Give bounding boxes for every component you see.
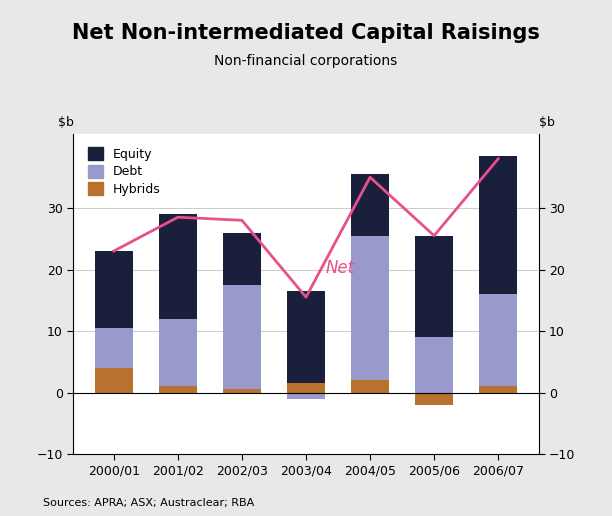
Bar [351,236,389,380]
Bar [287,291,325,383]
Bar [287,393,325,399]
Bar [159,386,197,393]
Text: Net Non-intermediated Capital Raisings: Net Non-intermediated Capital Raisings [72,23,540,43]
Bar [351,380,389,393]
Bar [287,383,325,393]
Bar [223,285,261,390]
Bar [415,236,453,337]
Bar [95,251,133,328]
Bar [223,390,261,393]
Text: Sources: APRA; ASX; Austraclear; RBA: Sources: APRA; ASX; Austraclear; RBA [43,498,254,508]
Bar [223,233,261,285]
Bar [95,368,133,393]
Text: $b: $b [58,117,73,130]
Bar [159,214,197,319]
Bar [415,393,453,405]
Text: Net: Net [325,259,354,277]
Text: $b: $b [539,117,554,130]
Bar [415,337,453,393]
Text: Non-financial corporations: Non-financial corporations [214,54,398,68]
Bar [479,156,517,294]
Bar [479,294,517,386]
Bar [479,386,517,393]
Legend: Equity, Debt, Hybrids: Equity, Debt, Hybrids [84,143,165,200]
Bar [351,174,389,236]
Bar [159,319,197,386]
Bar [95,328,133,368]
